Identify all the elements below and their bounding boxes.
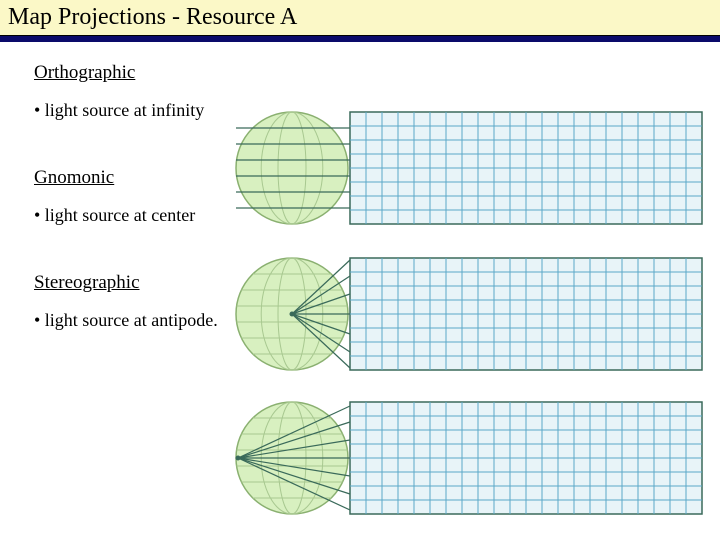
- page-title: Map Projections - Resource A: [0, 0, 720, 36]
- title-bar: Map Projections - Resource A: [0, 0, 720, 42]
- figure-gnomonic: [228, 254, 708, 376]
- section-title: Orthographic: [34, 62, 720, 84]
- figure-stereographic: [228, 398, 708, 520]
- figure-orthographic: [228, 108, 708, 230]
- content-area: Orthographic • light source at infinity …: [0, 42, 720, 331]
